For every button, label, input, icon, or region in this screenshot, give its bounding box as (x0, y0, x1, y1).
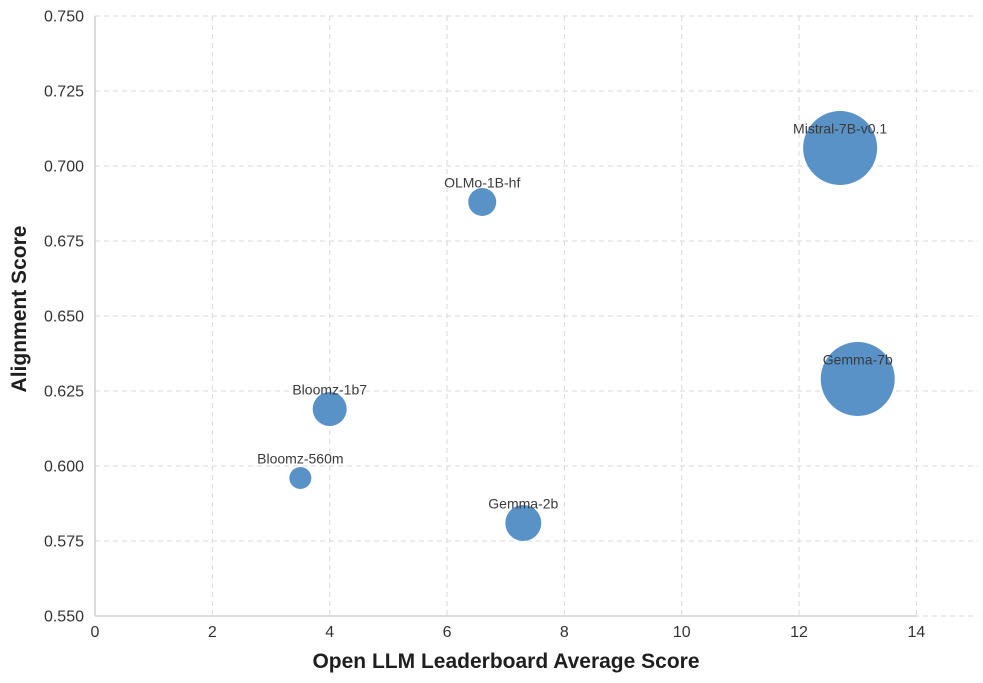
x-tick-label: 14 (907, 624, 925, 641)
x-tick-label: 8 (560, 624, 569, 641)
y-tick-label: 0.575 (44, 534, 84, 551)
x-tick-label: 6 (443, 624, 452, 641)
x-axis-title: Open LLM Leaderboard Average Score (312, 650, 700, 673)
data-point-bubble (289, 467, 312, 489)
data-point-bubble (820, 342, 895, 416)
data-point-label: Gemma-2b (488, 496, 558, 512)
x-tick-label: 12 (790, 624, 808, 641)
y-tick-label: 0.750 (44, 9, 84, 26)
y-tick-label: 0.625 (44, 384, 84, 401)
data-point-label: Gemma-7b (823, 352, 893, 368)
y-tick-label: 0.675 (44, 234, 84, 251)
data-point-bubble (312, 392, 347, 426)
data-point-bubble (505, 505, 542, 541)
y-tick-label: 0.725 (44, 84, 84, 101)
x-tick-label: 2 (208, 624, 217, 641)
x-tick-label: 0 (91, 624, 100, 641)
data-point-label: Bloomz-560m (257, 451, 343, 467)
y-tick-label: 0.650 (44, 309, 84, 326)
data-point-label: OLMo-1B-hf (444, 175, 520, 191)
y-axis-title: Alignment Score (8, 225, 31, 393)
data-point-bubble (803, 111, 878, 185)
x-tick-label: 10 (673, 624, 691, 641)
y-tick-label: 0.600 (44, 459, 84, 476)
data-point-label: Bloomz-1b7 (292, 382, 367, 398)
y-tick-label: 0.700 (44, 159, 84, 176)
data-point-label: Mistral-7B-v0.1 (793, 121, 887, 137)
data-point-bubble (468, 188, 497, 216)
x-tick-label: 4 (325, 624, 334, 641)
y-tick-label: 0.550 (44, 609, 84, 626)
